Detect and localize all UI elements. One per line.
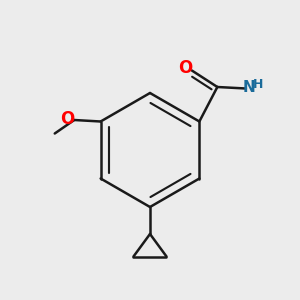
Text: O: O (61, 110, 75, 128)
Text: H: H (253, 77, 264, 91)
Text: N: N (243, 80, 256, 94)
Text: O: O (178, 59, 192, 77)
